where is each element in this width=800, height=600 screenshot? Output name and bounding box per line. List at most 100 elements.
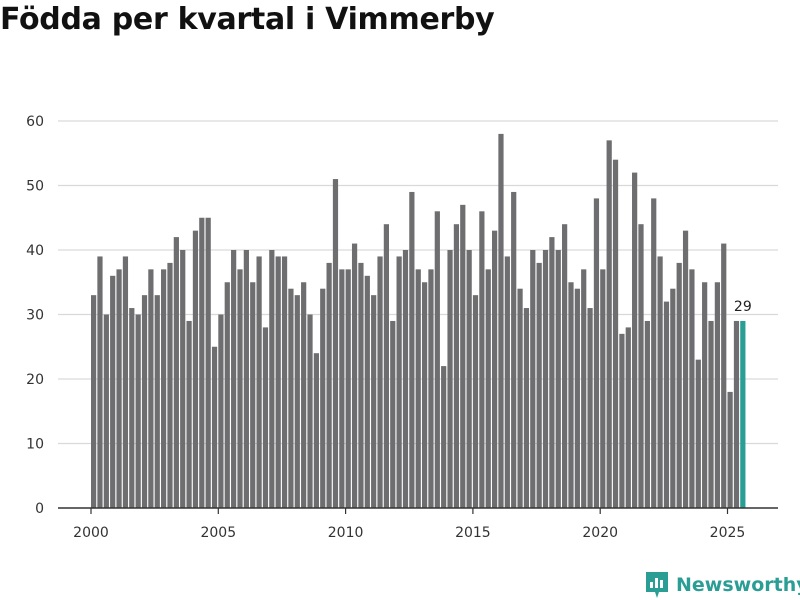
bar bbox=[606, 140, 612, 508]
bar bbox=[441, 366, 447, 508]
bar bbox=[199, 217, 205, 508]
bar bbox=[651, 198, 657, 508]
y-axis-tick-labels: 0 10 20 30 40 50 60 bbox=[26, 114, 44, 517]
bar bbox=[682, 230, 689, 508]
bar bbox=[186, 320, 192, 508]
bar bbox=[320, 288, 326, 508]
x-tick-label: 2000 bbox=[73, 525, 109, 541]
bar bbox=[301, 282, 307, 508]
x-tick-label: 2025 bbox=[710, 525, 746, 541]
bar bbox=[167, 262, 173, 508]
bar bbox=[396, 256, 402, 508]
bar bbox=[612, 159, 619, 508]
bar bbox=[485, 269, 491, 508]
bar bbox=[421, 282, 428, 508]
bar bbox=[345, 269, 351, 508]
bar bbox=[593, 198, 600, 508]
bar bbox=[243, 250, 249, 508]
y-tick-label: 20 bbox=[26, 372, 44, 388]
bar bbox=[625, 327, 631, 508]
bar bbox=[288, 288, 294, 508]
bar bbox=[632, 172, 638, 508]
x-tick-label: 2020 bbox=[582, 525, 618, 541]
bar bbox=[129, 308, 135, 508]
bar bbox=[371, 295, 377, 508]
bar-series bbox=[91, 133, 746, 509]
bar bbox=[453, 224, 460, 508]
bar bbox=[390, 320, 396, 508]
x-tick-label: 2010 bbox=[328, 525, 364, 541]
bar bbox=[644, 320, 650, 508]
bar bbox=[97, 256, 103, 508]
bar bbox=[549, 237, 555, 508]
bar bbox=[498, 133, 504, 508]
bar bbox=[600, 269, 606, 508]
bar bbox=[231, 250, 237, 508]
bar bbox=[721, 243, 727, 509]
bar bbox=[141, 295, 148, 508]
bar bbox=[670, 288, 676, 508]
bar bbox=[523, 308, 530, 508]
bar bbox=[619, 333, 625, 508]
bar bbox=[562, 224, 568, 508]
bar bbox=[702, 282, 708, 508]
bar bbox=[581, 269, 587, 508]
bar bbox=[479, 211, 485, 509]
bar bbox=[192, 230, 199, 508]
bar bbox=[568, 282, 574, 508]
bar bbox=[250, 282, 256, 508]
y-tick-label: 50 bbox=[26, 179, 44, 195]
data-label: 29 bbox=[734, 299, 752, 315]
bar bbox=[434, 211, 440, 509]
bar bbox=[402, 250, 409, 508]
bar bbox=[91, 295, 97, 508]
bar bbox=[428, 269, 434, 508]
bar bbox=[313, 353, 319, 508]
bar bbox=[339, 269, 345, 508]
newsworthy-logo-icon bbox=[646, 572, 668, 598]
bar bbox=[110, 275, 116, 508]
bar bbox=[472, 295, 479, 508]
bar bbox=[358, 262, 364, 508]
bar bbox=[555, 250, 561, 508]
bar bbox=[466, 250, 472, 508]
y-tick-label: 40 bbox=[26, 243, 44, 259]
bar bbox=[116, 269, 122, 508]
bar bbox=[294, 295, 300, 508]
bar bbox=[173, 237, 179, 508]
bar bbox=[708, 320, 714, 508]
bar bbox=[574, 288, 580, 508]
bar bbox=[727, 391, 733, 508]
bar bbox=[154, 295, 160, 508]
bar bbox=[103, 314, 109, 508]
bar bbox=[364, 275, 370, 508]
bar bbox=[511, 191, 517, 508]
chart-area: 0 10 20 30 40 50 60 2000 2005 2010 2015 2020 2025 2… bbox=[26, 114, 778, 541]
y-tick-label: 0 bbox=[35, 501, 44, 517]
bar bbox=[135, 314, 141, 508]
y-tick-label: 30 bbox=[26, 308, 44, 324]
highlighted-bar bbox=[740, 320, 746, 508]
bar bbox=[275, 256, 281, 508]
bar bbox=[492, 230, 498, 508]
brand-name: Newsworthy bbox=[676, 574, 800, 596]
bar bbox=[307, 314, 313, 508]
bar bbox=[256, 256, 262, 508]
bar bbox=[211, 346, 218, 508]
bar bbox=[542, 250, 549, 508]
bar bbox=[351, 243, 358, 509]
bar bbox=[122, 256, 129, 508]
bar bbox=[161, 269, 167, 508]
bar bbox=[218, 314, 224, 508]
bar bbox=[205, 217, 211, 508]
annotations: 29 bbox=[734, 299, 752, 315]
x-axis: 2000 2005 2010 2015 2020 2025 bbox=[58, 507, 778, 541]
bar bbox=[262, 327, 269, 508]
bar bbox=[517, 288, 523, 508]
x-tick-label: 2005 bbox=[200, 525, 236, 541]
bar bbox=[180, 250, 186, 508]
chart-title: Födda per kvartal i Vimmerby bbox=[0, 2, 495, 37]
bar bbox=[377, 256, 383, 508]
bar bbox=[383, 224, 390, 508]
bar bbox=[657, 256, 663, 508]
